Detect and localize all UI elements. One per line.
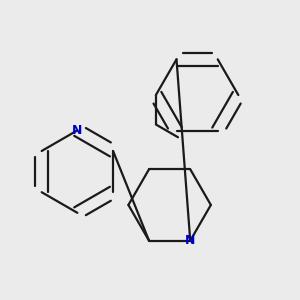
Text: N: N [72,124,82,137]
Text: N: N [185,234,195,247]
